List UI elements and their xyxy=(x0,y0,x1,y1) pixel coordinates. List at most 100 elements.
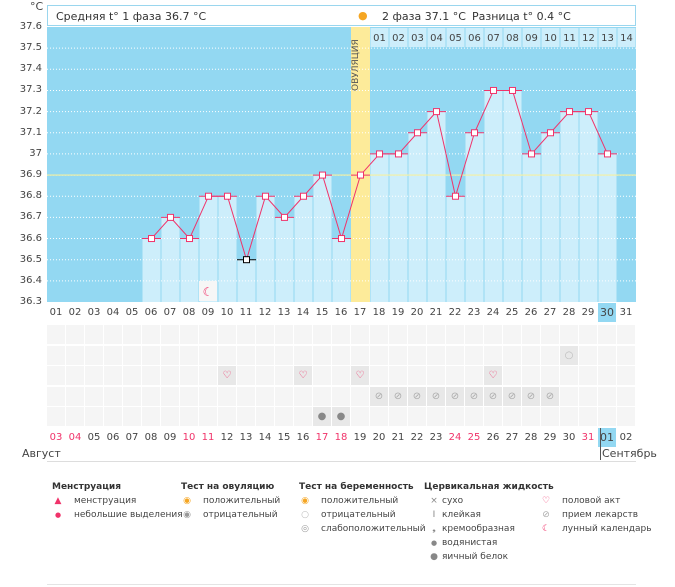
calendar-date[interactable]: 04 xyxy=(68,432,82,443)
marker-cell[interactable] xyxy=(180,407,198,426)
marker-cell[interactable] xyxy=(237,407,255,426)
pill-icon[interactable]: ⊘ xyxy=(389,386,407,406)
marker-cell[interactable] xyxy=(579,345,597,365)
cycle-day-label[interactable]: 31 xyxy=(619,307,633,318)
marker-cell[interactable] xyxy=(465,325,483,344)
marker-cell[interactable] xyxy=(370,407,388,426)
marker-cell[interactable] xyxy=(446,325,464,344)
calendar-date[interactable]: 30 xyxy=(562,432,576,443)
calendar-date[interactable]: 20 xyxy=(372,432,386,443)
cycle-day-label[interactable]: 12 xyxy=(258,307,272,318)
calendar-date[interactable]: 07 xyxy=(125,432,139,443)
marker-cell[interactable] xyxy=(123,366,141,385)
cycle-day-label[interactable]: 03 xyxy=(87,307,101,318)
marker-cell[interactable] xyxy=(256,345,274,365)
marker-cell[interactable] xyxy=(104,407,122,426)
marker-cell[interactable] xyxy=(503,407,521,426)
marker-cell[interactable] xyxy=(484,407,502,426)
cycle-day-label[interactable]: 29 xyxy=(581,307,595,318)
marker-cell[interactable] xyxy=(237,345,255,365)
marker-cell[interactable] xyxy=(85,345,103,365)
marker-cell[interactable] xyxy=(541,345,559,365)
marker-cell[interactable] xyxy=(427,407,445,426)
calendar-date[interactable]: 11 xyxy=(201,432,215,443)
marker-cell[interactable] xyxy=(522,366,540,385)
marker-cell[interactable] xyxy=(617,386,635,406)
marker-cell[interactable] xyxy=(503,366,521,385)
cycle-day-label[interactable]: 28 xyxy=(562,307,576,318)
marker-cell[interactable] xyxy=(313,366,331,385)
marker-cell[interactable] xyxy=(256,407,274,426)
calendar-date[interactable]: 27 xyxy=(505,432,519,443)
marker-cell[interactable] xyxy=(180,386,198,406)
marker-cell[interactable] xyxy=(427,345,445,365)
calendar-date[interactable]: 21 xyxy=(391,432,405,443)
marker-cell[interactable] xyxy=(47,325,65,344)
marker-cell[interactable] xyxy=(256,386,274,406)
marker-cell[interactable] xyxy=(294,407,312,426)
marker-cell[interactable] xyxy=(66,386,84,406)
marker-cell[interactable] xyxy=(123,386,141,406)
calendar-date[interactable]: 24 xyxy=(448,432,462,443)
pill-icon[interactable]: ⊘ xyxy=(503,386,521,406)
marker-cell[interactable] xyxy=(218,325,236,344)
heart-icon[interactable]: ♡ xyxy=(484,366,502,385)
marker-cell[interactable] xyxy=(598,345,616,365)
marker-cell[interactable] xyxy=(237,366,255,385)
marker-cell[interactable] xyxy=(199,407,217,426)
marker-cell[interactable] xyxy=(142,325,160,344)
marker-cell[interactable] xyxy=(313,386,331,406)
calendar-date[interactable]: 02 xyxy=(619,432,633,443)
marker-cell[interactable] xyxy=(256,325,274,344)
marker-cell[interactable] xyxy=(465,366,483,385)
marker-cell[interactable] xyxy=(275,407,293,426)
marker-cell[interactable] xyxy=(332,325,350,344)
marker-cell[interactable] xyxy=(85,325,103,344)
marker-cell[interactable] xyxy=(617,345,635,365)
marker-cell[interactable] xyxy=(351,325,369,344)
marker-cell[interactable] xyxy=(161,407,179,426)
calendar-date[interactable]: 25 xyxy=(467,432,481,443)
marker-cell[interactable] xyxy=(180,366,198,385)
marker-cell[interactable] xyxy=(579,407,597,426)
heart-icon[interactable]: ♡ xyxy=(351,366,369,385)
marker-cell[interactable] xyxy=(66,366,84,385)
marker-cell[interactable] xyxy=(351,407,369,426)
marker-cell[interactable] xyxy=(275,386,293,406)
cycle-day-label[interactable]: 16 xyxy=(334,307,348,318)
calendar-date[interactable]: 14 xyxy=(258,432,272,443)
marker-cell[interactable] xyxy=(522,345,540,365)
marker-cell[interactable] xyxy=(560,325,578,344)
marker-cell[interactable] xyxy=(598,407,616,426)
calendar-date[interactable]: 18 xyxy=(334,432,348,443)
marker-cell[interactable] xyxy=(370,325,388,344)
cycle-day-label[interactable]: 13 xyxy=(277,307,291,318)
marker-cell[interactable] xyxy=(104,325,122,344)
pill-icon[interactable]: ⊘ xyxy=(484,386,502,406)
marker-cell[interactable] xyxy=(199,366,217,385)
egg-white-icon[interactable]: ● xyxy=(332,407,350,426)
marker-cell[interactable] xyxy=(332,366,350,385)
cycle-day-label[interactable]: 09 xyxy=(201,307,215,318)
marker-cell[interactable] xyxy=(408,325,426,344)
calendar-date[interactable]: 05 xyxy=(87,432,101,443)
marker-cell[interactable] xyxy=(370,345,388,365)
calendar-date[interactable]: 10 xyxy=(182,432,196,443)
cycle-day-label[interactable]: 02 xyxy=(68,307,82,318)
calendar-date[interactable]: 13 xyxy=(239,432,253,443)
marker-cell[interactable] xyxy=(47,345,65,365)
marker-cell[interactable] xyxy=(104,345,122,365)
pill-icon[interactable]: ⊘ xyxy=(465,386,483,406)
marker-cell[interactable] xyxy=(446,407,464,426)
marker-cell[interactable] xyxy=(47,366,65,385)
marker-cell[interactable] xyxy=(389,325,407,344)
pill-icon[interactable]: ⊘ xyxy=(427,386,445,406)
marker-cell[interactable] xyxy=(560,386,578,406)
marker-cell[interactable] xyxy=(351,386,369,406)
marker-cell[interactable] xyxy=(541,407,559,426)
marker-cell[interactable] xyxy=(446,366,464,385)
marker-cell[interactable] xyxy=(85,366,103,385)
cycle-day-label[interactable]: 04 xyxy=(106,307,120,318)
cycle-day-label[interactable]: 27 xyxy=(543,307,557,318)
marker-cell[interactable] xyxy=(199,345,217,365)
